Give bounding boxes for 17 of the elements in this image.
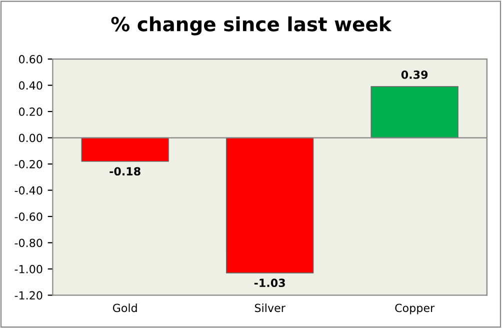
y-tick-label: -0.60 [14, 212, 42, 221]
y-tick-label: -1.20 [14, 291, 42, 300]
y-tick-label: 0.00 [18, 134, 42, 142]
data-label: 0.39 [401, 70, 428, 79]
x-tick-label: Silver [254, 304, 286, 312]
y-tick-label: -1.00 [14, 264, 42, 274]
y-tick-label: 0.20 [18, 107, 42, 116]
y-tick-label: -0.80 [14, 238, 42, 248]
x-tick-label: Gold [112, 304, 137, 312]
data-label: -1.03 [254, 278, 285, 288]
y-tick-label: 0.60 [18, 55, 42, 64]
y-tick-label: 0.40 [18, 81, 42, 90]
data-label: -0.18 [110, 167, 140, 176]
chart-title: % change since last week [111, 16, 392, 36]
y-tick-label: -0.20 [14, 160, 42, 168]
x-tick-label: Copper [395, 304, 435, 314]
y-tick-label: -0.40 [14, 186, 42, 195]
